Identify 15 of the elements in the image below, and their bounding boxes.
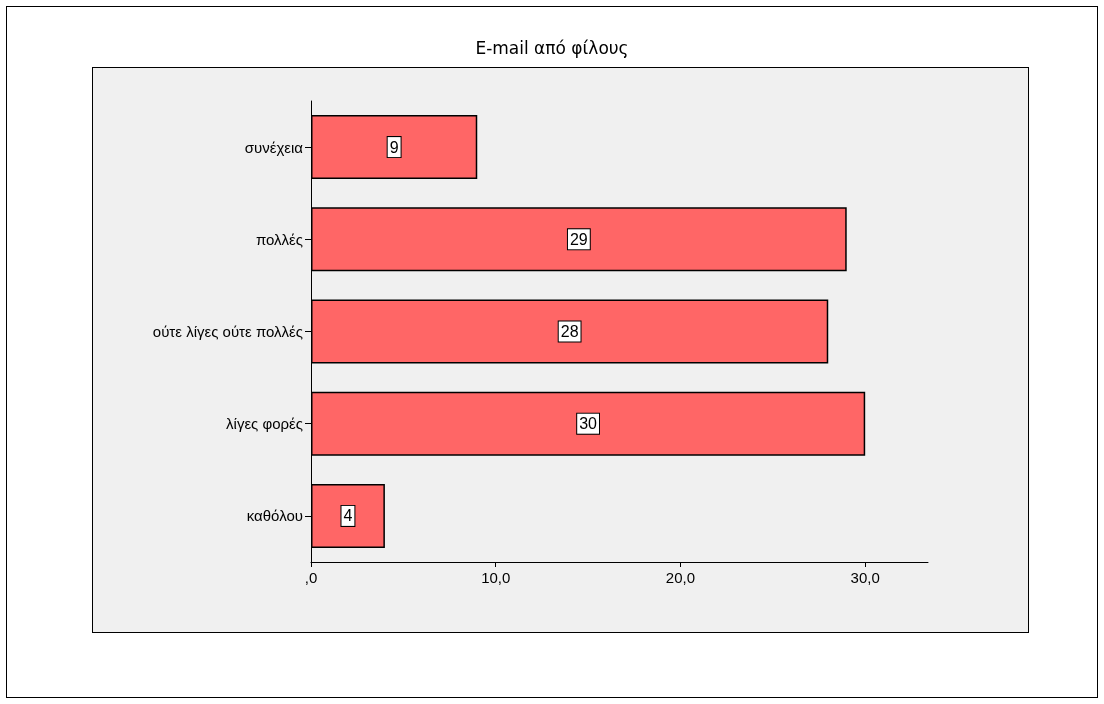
y-tick-label: λίγες φορές [226, 415, 303, 433]
data-label: 4 [343, 507, 353, 525]
data-label: 9 [389, 138, 399, 156]
y-tick-label: καθόλου [246, 507, 303, 525]
y-tick-label: ούτε λίγες ούτε πολλές [152, 323, 303, 340]
x-tick-label: 20,0 [665, 569, 696, 586]
x-tick-label: 10,0 [481, 569, 511, 586]
chart-title: E-mail από φίλους [475, 37, 629, 58]
data-label: 29 [569, 230, 588, 248]
data-label: 30 [579, 415, 598, 433]
data-label: 28 [560, 323, 579, 340]
x-tick-label: 30,0 [850, 569, 880, 586]
y-tick-label: συνέχεια [244, 138, 304, 156]
x-tick-label: ,0 [304, 569, 318, 586]
y-tick-label: πολλές [255, 230, 303, 248]
